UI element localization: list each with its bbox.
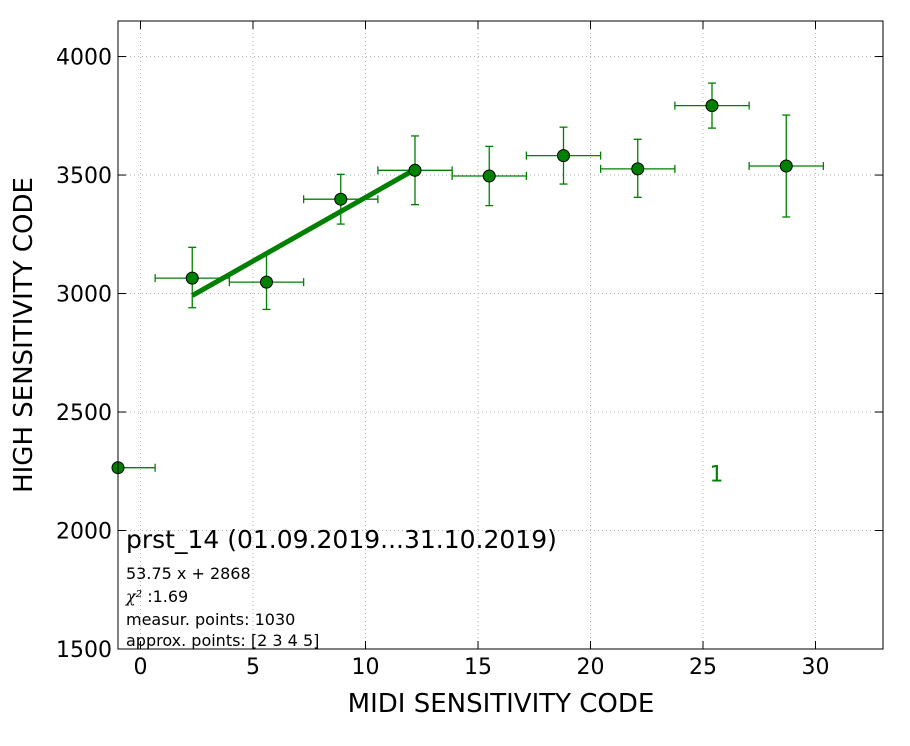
data-point (557, 149, 570, 163)
chi-square-symbol: χ² (125, 587, 142, 606)
x-tick-label: 5 (246, 655, 260, 680)
chi-square: χ² :1.69 (125, 587, 188, 606)
approximation-points: approx. points: [2 3 4 5] (126, 631, 319, 650)
y-tick-label: 1500 (56, 638, 112, 663)
y-tick-label: 3500 (56, 164, 112, 189)
info-box: prst_14 (01.09.2019...31.10.2019) 53.75 … (125, 525, 557, 650)
x-tick-label: 15 (464, 655, 492, 680)
y-tick-label: 2000 (56, 520, 112, 545)
x-ticks: 0 5 10 15 20 25 30 (134, 21, 830, 680)
x-axis-label: MIDI SENSITIVITY CODE (348, 689, 655, 719)
x-tick-label: 20 (577, 655, 605, 680)
plot-frame (117, 20, 884, 650)
data-point (779, 159, 793, 173)
y-tick-label: 4000 (56, 46, 112, 71)
y-tick-label: 3000 (56, 283, 112, 308)
data-point (705, 99, 719, 113)
data-point (334, 192, 348, 206)
info-title: prst_14 (01.09.2019...31.10.2019) (126, 525, 557, 554)
data-points (111, 99, 793, 475)
data-point (482, 169, 496, 183)
fit-equation: 53.75 x + 2868 (126, 564, 251, 583)
data-point (185, 271, 199, 285)
data-point (260, 275, 273, 289)
y-axis-label: HIGH SENSITIVITY CODE (9, 177, 39, 493)
y-ticks: 1500 2000 2500 3000 3500 4000 (56, 46, 883, 663)
data-point (408, 163, 422, 177)
chi-square-value: :1.69 (142, 587, 188, 606)
x-tick-label: 25 (689, 655, 717, 680)
x-tick-label: 30 (802, 655, 830, 680)
x-tick-label: 10 (352, 655, 380, 680)
annotation-label: 1 (710, 463, 724, 488)
grid (118, 21, 883, 650)
x-tick-label: 0 (134, 655, 148, 680)
measurement-points: measur. points: 1030 (126, 610, 295, 629)
y-tick-label: 2500 (56, 401, 112, 426)
data-point (631, 162, 645, 176)
